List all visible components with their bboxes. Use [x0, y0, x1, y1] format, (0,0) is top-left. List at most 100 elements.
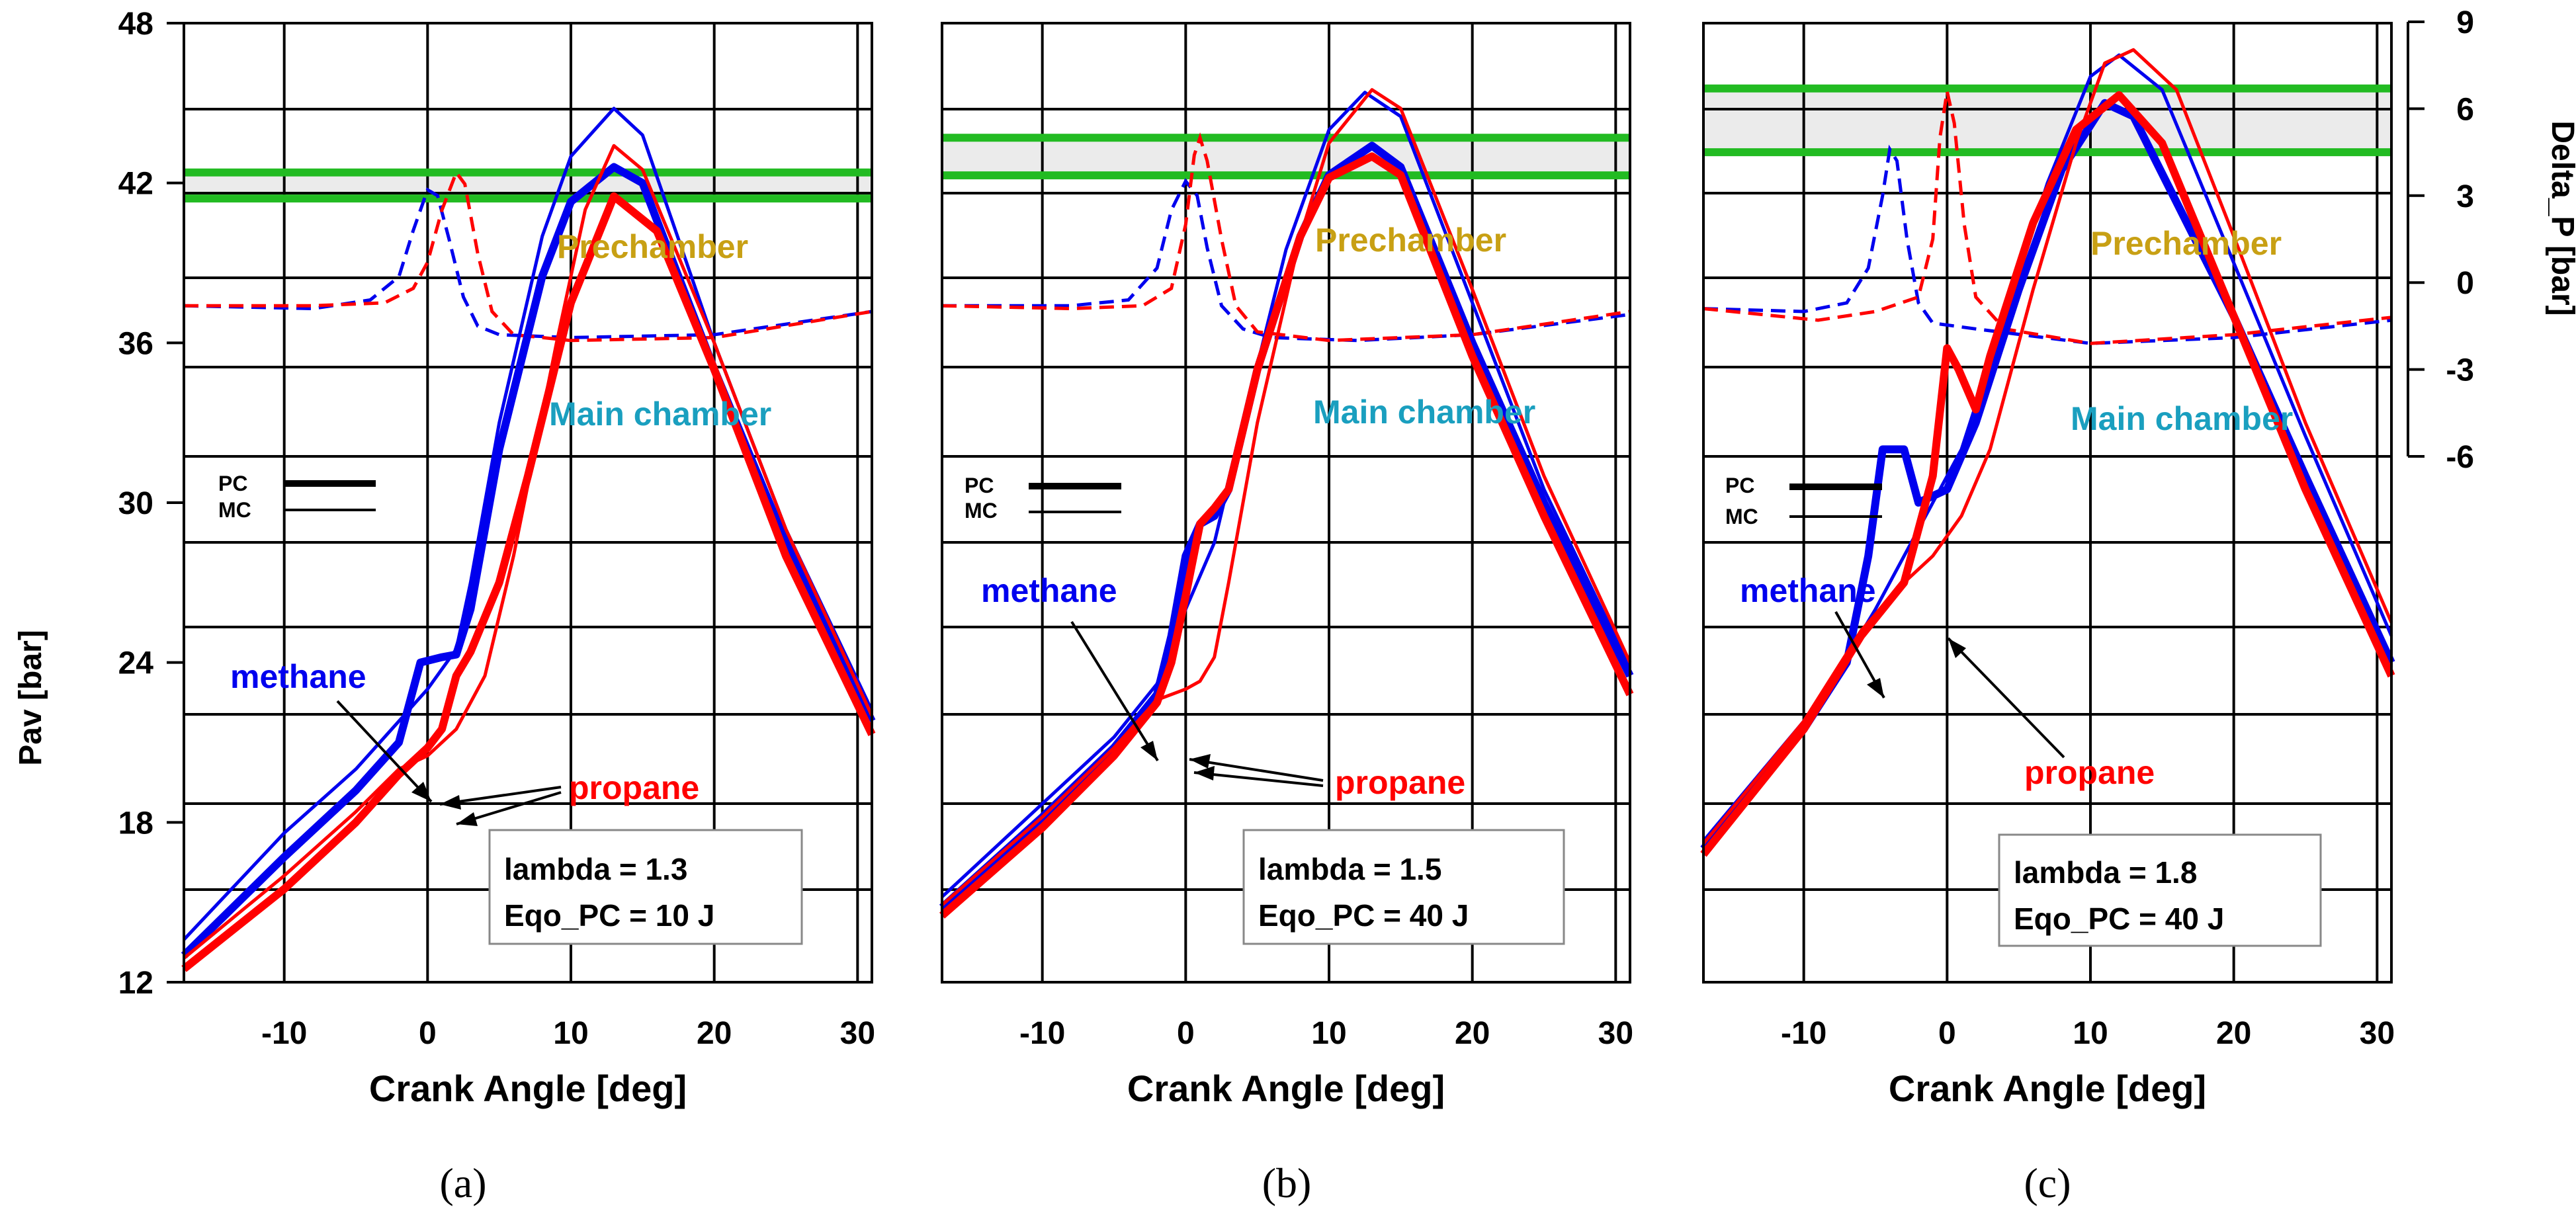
- plot-layer: [939, 23, 1634, 982]
- x-tick-label: 30: [2360, 1016, 2395, 1051]
- info-energy: Eqo_PC = 40 J: [1258, 898, 1469, 933]
- propane-arrowhead-1: [1189, 754, 1211, 769]
- info-energy: Eqo_PC = 40 J: [2014, 902, 2224, 936]
- x-tick-label: 10: [2073, 1016, 2108, 1051]
- prechamber-label: Prechamber: [1315, 222, 1506, 259]
- propane-arrow: [1947, 637, 2065, 759]
- propane-label: propane: [569, 769, 699, 806]
- prechamber-label: Prechamber: [557, 228, 748, 265]
- legend-pc-label: PC: [965, 474, 994, 497]
- y-tick-label: 42: [118, 167, 153, 202]
- panel-frame: [941, 22, 1631, 984]
- y-tick-label: 18: [118, 806, 153, 841]
- propane-arrow-1: [439, 786, 562, 806]
- series-methane-mc: [183, 106, 874, 941]
- info-lambda: lambda = 1.3: [504, 852, 687, 886]
- right-y-tick-label: 6: [2456, 92, 2474, 127]
- methane-arrowhead: [1140, 741, 1158, 761]
- propane-arrowhead-2: [1194, 766, 1215, 780]
- threshold-band: [942, 138, 1630, 176]
- series-methane-pc: [1700, 99, 2395, 852]
- panel-b: Prechamber Main chamber methane propane …: [939, 22, 1634, 1206]
- main-chamber-label: Main chamber: [2071, 400, 2293, 437]
- right-y-tick-label: 9: [2456, 5, 2474, 40]
- delta-p-methane-line: [183, 187, 873, 339]
- legend-pc-label: PC: [218, 472, 247, 495]
- info-lambda: lambda = 1.8: [2014, 855, 2197, 890]
- panel-label: (c): [2024, 1159, 2071, 1206]
- legend-mc-label: MC: [1725, 505, 1758, 528]
- propane-arrow-1: [1189, 758, 1324, 782]
- legend-mc-label: MC: [218, 498, 251, 522]
- series-propane-mc: [1702, 48, 2393, 845]
- propane-arrowhead: [1948, 638, 1966, 658]
- series-propane-pc: [939, 152, 1634, 919]
- methane-label: methane: [981, 572, 1117, 609]
- legend: PC MC: [1725, 474, 1882, 528]
- x-tick-label: 0: [1938, 1016, 1956, 1051]
- x-axis-label: Crank Angle [deg]: [1127, 1068, 1445, 1109]
- series-propane-mc: [183, 144, 874, 960]
- x-tick-label: 20: [1455, 1016, 1490, 1051]
- legend: PC MC: [218, 472, 376, 522]
- propane-arrowhead-2: [456, 812, 478, 826]
- delta-p-methane-line: [942, 178, 1631, 343]
- y-tick-label: 12: [118, 966, 153, 1001]
- legend-pc-label: PC: [1725, 474, 1754, 497]
- methane-arrowhead: [411, 782, 431, 802]
- propane-arrow-2: [1193, 771, 1324, 787]
- panel-a: Prechamber Main chamber methane propane …: [13, 7, 876, 1206]
- x-tick-label: 10: [1311, 1016, 1346, 1051]
- right-y-tick-label: 0: [2456, 266, 2474, 301]
- y-tick-label: 36: [118, 326, 153, 361]
- right-y-tick-label: 3: [2456, 179, 2474, 214]
- panel-label: (b): [1262, 1159, 1312, 1206]
- x-axis-label: Crank Angle [deg]: [369, 1068, 687, 1109]
- x-tick-label: -10: [1781, 1016, 1826, 1051]
- panel-frame: [1702, 22, 2393, 984]
- delta-p-propane-line: [1703, 91, 2392, 345]
- x-tick-label: 10: [553, 1016, 588, 1051]
- info-box: lambda = 1.3 Eqo_PC = 10 J: [488, 829, 803, 945]
- delta-p-propane-line: [184, 169, 873, 343]
- propane-label: propane: [2024, 754, 2155, 791]
- info-box: lambda = 1.8 Eqo_PC = 40 J: [1998, 833, 2322, 947]
- threshold-band: [1703, 88, 2391, 153]
- info-lambda: lambda = 1.5: [1258, 852, 1441, 886]
- methane-arrow: [336, 700, 433, 803]
- x-tick-label: 20: [2216, 1016, 2251, 1051]
- main-chamber-label: Main chamber: [1313, 394, 1535, 431]
- legend-mc-label: MC: [965, 499, 998, 523]
- methane-label: methane: [1740, 572, 1876, 609]
- right-y-tick-label: -6: [2446, 440, 2474, 475]
- x-tick-label: 30: [840, 1016, 875, 1051]
- prechamber-label: Prechamber: [2090, 225, 2282, 262]
- methane-label: methane: [230, 658, 366, 695]
- y-tick-label: 24: [118, 646, 154, 681]
- y-tick-label: 30: [118, 486, 153, 521]
- x-tick-label: 0: [1177, 1016, 1195, 1051]
- series-methane-pc: [939, 142, 1634, 911]
- panel-label: (a): [439, 1159, 486, 1206]
- x-tick-label: 0: [419, 1016, 437, 1051]
- x-tick-label: 20: [697, 1016, 732, 1051]
- x-tick-label: 30: [1598, 1016, 1633, 1051]
- methane-arrow: [1070, 620, 1159, 762]
- y-tick-label: 48: [118, 7, 153, 42]
- x-tick-label: -10: [261, 1016, 307, 1051]
- methane-arrowhead: [1867, 678, 1884, 698]
- panel-c: Prechamber Main chamber methane propane …: [1700, 5, 2576, 1206]
- series-propane-pc: [181, 192, 876, 972]
- info-box: lambda = 1.5 Eqo_PC = 40 J: [1242, 829, 1565, 945]
- propane-label: propane: [1335, 764, 1465, 801]
- propane-arrowhead-1: [440, 795, 461, 810]
- main-chamber-label: Main chamber: [549, 396, 771, 433]
- series-propane-pc: [1700, 91, 2395, 857]
- plot-layer: [1700, 23, 2395, 982]
- legend: PC MC: [965, 474, 1121, 523]
- right-y-tick-label: -3: [2446, 353, 2474, 388]
- delta-p-propane-line: [941, 132, 1631, 343]
- x-tick-label: -10: [1019, 1016, 1065, 1051]
- right-y-axis-label: Delta_P [bar]: [2545, 120, 2576, 315]
